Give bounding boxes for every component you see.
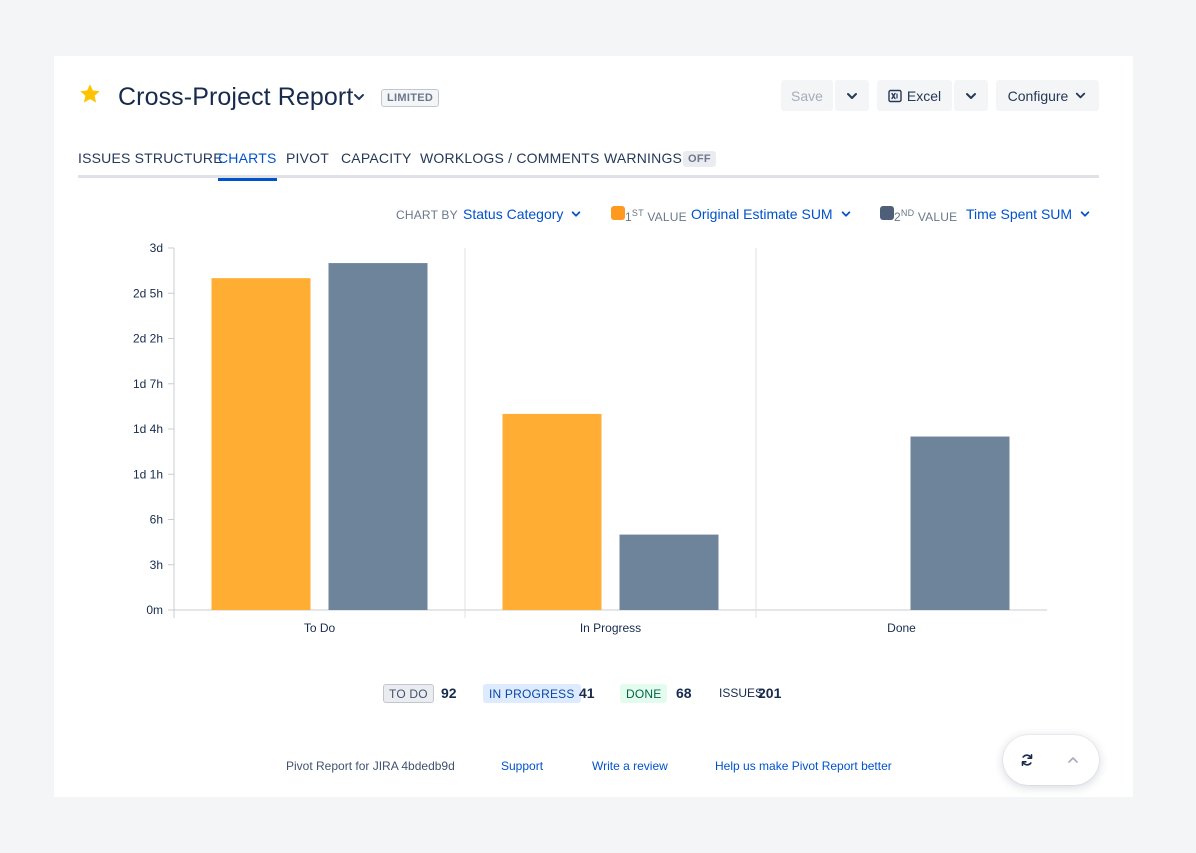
report-panel: Cross-Project Report LIMITED Save Excel … xyxy=(54,56,1133,797)
status-count: 68 xyxy=(676,685,692,701)
support-link[interactable]: Support xyxy=(501,759,544,773)
bar xyxy=(619,534,719,610)
chart-by-value: Status Category xyxy=(463,206,564,222)
chart-by-label: CHART BY xyxy=(396,208,458,222)
first-value-value: Original Estimate SUM xyxy=(691,206,833,222)
configure-button[interactable]: Configure xyxy=(996,80,1099,111)
y-tick-label: 1d 1h xyxy=(133,467,163,481)
scroll-top-button[interactable] xyxy=(1063,750,1083,770)
tab-issues-structure[interactable]: ISSUES STRUCTURE xyxy=(78,150,223,166)
configure-button-label: Configure xyxy=(1007,87,1069,104)
save-dropdown-button[interactable] xyxy=(835,80,869,111)
bar xyxy=(328,263,428,610)
y-tick-label: 0m xyxy=(146,603,163,617)
limited-badge: LIMITED xyxy=(381,89,440,107)
chevron-down-icon xyxy=(847,92,857,99)
chevron-down-icon xyxy=(1080,211,1090,217)
chevron-down-icon xyxy=(841,211,850,217)
excel-dropdown-button[interactable] xyxy=(954,80,988,111)
chevron-down-icon xyxy=(966,92,976,99)
chevron-up-icon xyxy=(1068,757,1078,763)
floating-actions xyxy=(1003,735,1099,785)
report-tabs: ISSUES STRUCTURE CHARTS PIVOT CAPACITY W… xyxy=(78,148,1099,181)
excel-button-label: Excel xyxy=(906,87,942,104)
star-icon[interactable] xyxy=(78,82,102,106)
y-tick-label: 3h xyxy=(150,558,163,572)
excel-export-button[interactable]: Excel xyxy=(877,80,952,111)
y-tick-label: 1d 4h xyxy=(133,422,163,436)
issues-label: ISSUES xyxy=(719,686,764,700)
bar xyxy=(502,413,602,610)
feedback-link[interactable]: Help us make Pivot Report better xyxy=(715,759,892,773)
excel-icon xyxy=(888,89,902,102)
page-title: Cross-Project Report xyxy=(118,83,354,111)
second-value-label: 2ND VALUE xyxy=(894,208,958,224)
tab-capacity[interactable]: CAPACITY xyxy=(341,150,412,166)
status-lozenge: IN PROGRESS xyxy=(483,684,581,703)
first-value-select[interactable]: Original Estimate SUM xyxy=(691,206,852,222)
chevron-down-icon xyxy=(1076,92,1086,99)
save-button[interactable]: Save xyxy=(781,80,833,111)
bar xyxy=(910,436,1010,610)
bar-chart: 0m 3h 6h 1d 1h 1d 4h 1d 7h 2d 2h 2d 5h 3d To Do In… xyxy=(133,241,1047,635)
status-lozenge: DONE xyxy=(620,684,668,703)
issues-count: 201 xyxy=(758,685,782,701)
second-value-swatch xyxy=(880,206,894,220)
chart-by-select[interactable]: Status Category xyxy=(463,206,582,222)
bar xyxy=(211,278,311,610)
chevron-down-icon xyxy=(572,211,581,217)
y-tick-label: 1d 7h xyxy=(133,377,163,391)
tab-worklogs-comments[interactable]: WORKLOGS / COMMENTS xyxy=(420,150,600,166)
refresh-icon xyxy=(1021,754,1033,766)
write-review-link[interactable]: Write a review xyxy=(592,759,668,773)
y-tick-label: 3d xyxy=(150,241,163,255)
status-count: 92 xyxy=(441,685,457,701)
x-tick-label: In Progress xyxy=(580,621,641,635)
y-tick-label: 6h xyxy=(150,513,163,527)
refresh-button[interactable] xyxy=(1017,750,1037,770)
footer-version: Pivot Report for JIRA 4bdedb9d xyxy=(286,759,455,773)
chevron-down-icon[interactable] xyxy=(352,90,366,104)
status-count: 41 xyxy=(579,685,595,701)
first-value-label: 1ST VALUE xyxy=(625,208,687,224)
second-value-select[interactable]: Time Spent SUM xyxy=(966,206,1091,222)
save-button-label: Save xyxy=(791,87,823,104)
status-lozenge: TO DO xyxy=(383,684,434,703)
x-tick-label: Done xyxy=(887,621,916,635)
y-tick-label: 2d 2h xyxy=(133,332,163,346)
y-tick-label: 2d 5h xyxy=(133,286,163,300)
tab-warnings[interactable]: WARNINGS xyxy=(604,150,683,166)
second-value-value: Time Spent SUM xyxy=(966,206,1073,222)
tab-pivot[interactable]: PIVOT xyxy=(286,150,330,166)
warnings-off-badge: OFF xyxy=(683,151,716,167)
x-tick-label: To Do xyxy=(304,621,336,635)
tab-charts[interactable]: CHARTS xyxy=(218,148,277,181)
first-value-swatch xyxy=(611,206,625,220)
